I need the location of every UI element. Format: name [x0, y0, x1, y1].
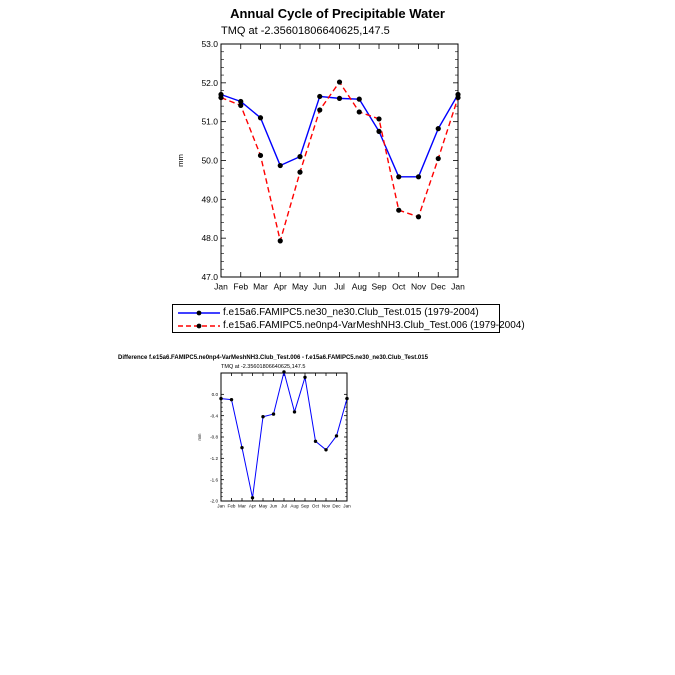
x-tick-label-jun: Jun: [270, 504, 278, 509]
data-point-series-1-jan: [219, 396, 223, 401]
y-tick-label: 0.0: [212, 392, 219, 397]
x-tick-label-aug: Aug: [290, 504, 299, 509]
annual-cycle-chart: 47.0 48.0 49.0 50.0 51.0 52.0 53.0 Jan Feb Mar Apr…: [176, 39, 465, 291]
y-tick-label: -2.0: [210, 499, 218, 504]
y-axis-label: mm: [176, 154, 185, 167]
x-tick-label-jan: Jan: [343, 504, 351, 509]
data-point-series-1-jul: [336, 95, 343, 101]
x-tick-label-jul: Jul: [281, 504, 287, 509]
legend-item-series-1: f.e15a6.FAMIPC5.ne30_ne30.Club_Test.015 …: [177, 306, 479, 319]
x-tick-label-feb: Feb: [233, 281, 248, 291]
x-tick-label-apr: Apr: [249, 504, 257, 509]
diff-chart-title: Difference f.e15a6.FAMIPC5.ne0np4-VarMes…: [118, 355, 428, 361]
diff-chart-subtitle: TMQ at -2.35601806640625,147.5: [221, 364, 306, 370]
data-point-series-1-may: [261, 415, 265, 419]
data-point-series-2-jul: [336, 79, 343, 85]
x-tick-label-oct: Oct: [312, 504, 320, 509]
data-point-series-2-oct: [396, 207, 402, 213]
data-point-series-1-apr: [277, 162, 283, 169]
x-tick-label-may: May: [292, 281, 309, 291]
data-point-series-1-apr: [250, 496, 255, 500]
data-point-series-1-nov: [324, 448, 328, 452]
data-point-series-1-mar: [257, 115, 264, 121]
data-point-series-2-jun: [317, 107, 323, 113]
data-point-series-1-may: [297, 154, 303, 160]
y-tick-label: 52.0: [201, 78, 218, 88]
x-tick-label-jan: Jan: [214, 281, 228, 291]
legend-label-series-1: f.e15a6.FAMIPC5.ne30_ne30.Club_Test.015 …: [223, 307, 479, 318]
data-point-series-1-oct: [396, 174, 402, 180]
legend-item-series-2: f.e15a6.FAMIPC5.ne0np4-VarMeshNH3.Club_T…: [177, 319, 525, 332]
x-tick-label-dec: Dec: [332, 504, 341, 509]
data-point-series-2-sep: [376, 116, 382, 122]
chart-subtitle: TMQ at -2.35601806640625,147.5: [221, 25, 390, 37]
data-point-series-1-jun: [271, 412, 276, 416]
data-point-series-1-nov: [415, 174, 422, 180]
data-point-series-1-feb: [238, 98, 244, 105]
x-tick-label-aug: Aug: [352, 281, 367, 291]
y-tick-label: 48.0: [201, 233, 218, 243]
data-point-series-1-sep: [376, 128, 382, 134]
data-point-series-1-feb: [229, 397, 234, 402]
x-tick-label-sep: Sep: [371, 281, 386, 291]
y-tick-label: -0.4: [210, 413, 218, 418]
x-tick-label-jul: Jul: [334, 281, 345, 291]
data-point-series-2-jan: [218, 94, 224, 101]
x-tick-label-nov: Nov: [411, 281, 427, 291]
y-tick-label: -0.8: [210, 435, 218, 440]
chart-title: Annual Cycle of Precipitable Water: [230, 6, 445, 21]
data-point-series-1-jan: [345, 396, 349, 401]
y-tick-label: 50.0: [201, 155, 218, 165]
y-tick-label: 51.0: [201, 117, 218, 127]
data-point-series-2-may: [297, 169, 303, 175]
x-tick-label-jan: Jan: [451, 281, 465, 291]
data-point-series-2-aug: [356, 109, 362, 115]
data-point-series-1-aug: [292, 410, 297, 414]
x-tick-label-sep: Sep: [301, 504, 310, 509]
y-tick-label: 49.0: [201, 194, 218, 204]
legend-label-series-2: f.e15a6.FAMIPC5.ne0np4-VarMeshNH3.Club_T…: [223, 320, 525, 331]
x-tick-label-apr: Apr: [274, 281, 287, 291]
legend-swatch-series-1: [178, 310, 220, 315]
y-tick-label: -1.6: [210, 477, 218, 482]
data-point-series-2-jan: [455, 94, 461, 101]
data-point-series-2-feb: [238, 102, 244, 108]
data-point-series-1-dec: [435, 126, 441, 132]
data-point-series-1-dec: [334, 434, 339, 438]
y-tick-label: -1.2: [210, 456, 218, 461]
x-tick-label-feb: Feb: [228, 504, 236, 509]
x-tick-label-mar: Mar: [238, 504, 246, 509]
data-point-series-2-nov: [415, 214, 422, 220]
y-axis-label: mm: [197, 433, 202, 440]
chart-legend: f.e15a6.FAMIPC5.ne30_ne30.Club_Test.015 …: [172, 304, 525, 333]
legend-swatch-series-2: [178, 323, 220, 328]
x-tick-label-mar: Mar: [253, 281, 268, 291]
x-tick-label-dec: Dec: [431, 281, 447, 291]
data-point-series-2-mar: [257, 152, 264, 159]
data-point-series-1-jul: [282, 370, 286, 374]
y-tick-label: 53.0: [201, 39, 218, 49]
data-point-series-1-sep: [303, 375, 307, 379]
data-point-series-2-dec: [435, 155, 441, 162]
x-tick-label-jun: Jun: [313, 281, 327, 291]
x-tick-label-may: May: [259, 504, 268, 509]
x-tick-label-jan: Jan: [217, 504, 225, 509]
data-point-series-1-jun: [317, 93, 323, 100]
data-point-series-1-aug: [356, 96, 362, 102]
x-tick-label-nov: Nov: [322, 504, 331, 509]
series-line-1: [220, 371, 348, 499]
y-tick-label: 47.0: [201, 272, 218, 282]
data-point-series-1-oct: [313, 439, 318, 443]
data-point-series-1-mar: [240, 445, 244, 450]
data-point-series-2-apr: [277, 238, 283, 244]
x-tick-label-oct: Oct: [392, 281, 406, 291]
